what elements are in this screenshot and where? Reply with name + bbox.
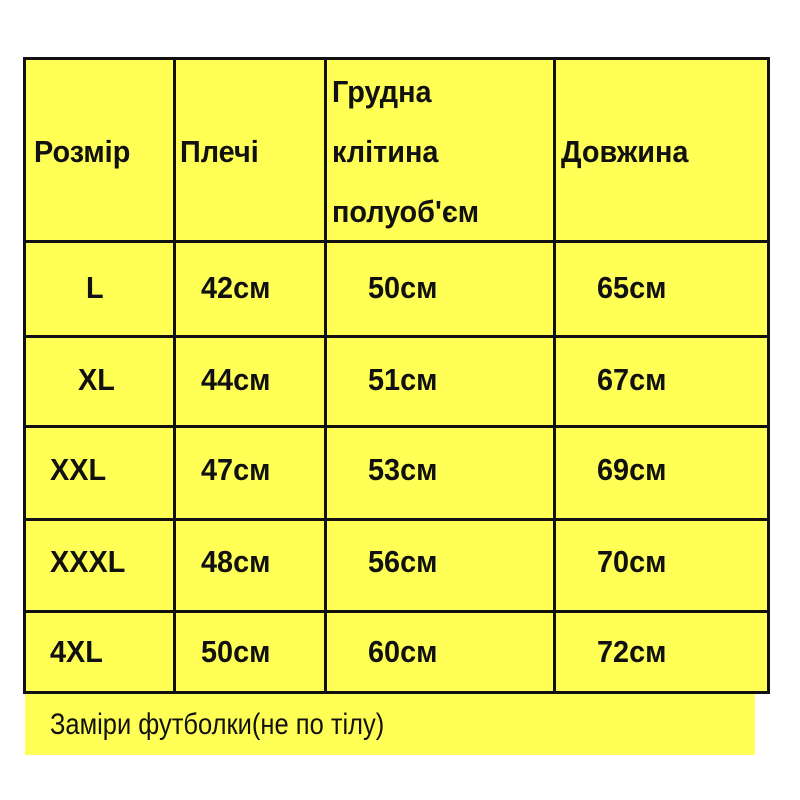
cell-chest: 53см: [368, 452, 438, 487]
cell-size: 4XL: [50, 634, 103, 669]
cell-length: 72см: [597, 634, 667, 669]
cell-chest: 51см: [368, 362, 438, 397]
cell-length: 65см: [597, 270, 667, 305]
footnote: Заміри футболки(не по тілу): [50, 708, 385, 741]
cell-shoulders: 48см: [201, 544, 271, 579]
cell-length: 69см: [597, 452, 667, 487]
cell-size: XXL: [50, 452, 107, 487]
column-divider: [553, 60, 556, 691]
row-divider: [26, 518, 767, 521]
row-divider: [26, 240, 767, 243]
cell-chest: 56см: [368, 544, 438, 579]
header-chest-line1: Грудна: [332, 74, 432, 109]
header-length: Довжина: [561, 134, 689, 169]
cell-chest: 50см: [368, 270, 438, 305]
header-chest-line2: клітина: [332, 134, 439, 169]
cell-shoulders: 44см: [201, 362, 271, 397]
row-divider: [26, 425, 767, 428]
cell-shoulders: 50см: [201, 634, 271, 669]
cell-size: XL: [78, 362, 115, 397]
cell-length: 70см: [597, 544, 667, 579]
header-chest-line3: полуоб'єм: [332, 194, 480, 229]
cell-length: 67см: [597, 362, 667, 397]
row-divider: [26, 610, 767, 613]
column-divider: [324, 60, 327, 691]
row-divider: [26, 335, 767, 338]
footnote-banner: Заміри футболки(не по тілу): [25, 694, 755, 755]
header-size: Розмір: [34, 134, 131, 169]
header-shoulders: Плечі: [180, 134, 259, 169]
cell-chest: 60см: [368, 634, 438, 669]
cell-shoulders: 47см: [201, 452, 271, 487]
cell-size: XXXL: [50, 544, 126, 579]
column-divider: [173, 60, 176, 691]
cell-size: L: [86, 270, 104, 305]
cell-shoulders: 42см: [201, 270, 271, 305]
size-table: Розмір Плечі Грудна клітина полуоб'єм До…: [23, 57, 770, 694]
